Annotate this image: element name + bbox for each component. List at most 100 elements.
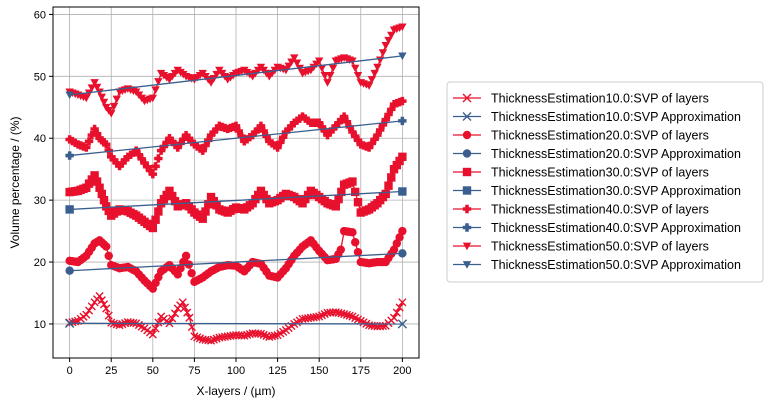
data-point bbox=[334, 194, 343, 204]
legend-label: ThicknessEstimation40.0:SVP of layers bbox=[491, 203, 709, 217]
y-tick-label: 30 bbox=[34, 195, 46, 207]
data-point bbox=[195, 144, 205, 153]
data-point bbox=[378, 120, 388, 130]
data-point bbox=[351, 238, 360, 247]
data-point bbox=[373, 130, 382, 140]
data-point bbox=[95, 292, 104, 301]
data-point bbox=[104, 206, 113, 216]
data-point bbox=[367, 139, 377, 148]
y-tick-label: 10 bbox=[34, 319, 46, 331]
data-point bbox=[276, 138, 285, 147]
data-point bbox=[337, 187, 346, 197]
data-point bbox=[256, 329, 266, 338]
series-line bbox=[69, 322, 403, 325]
data-point bbox=[115, 161, 124, 171]
data-point bbox=[82, 94, 91, 103]
data-point bbox=[298, 112, 307, 121]
y-tick-label: 50 bbox=[34, 71, 46, 83]
data-point bbox=[148, 94, 158, 103]
data-point bbox=[331, 121, 341, 131]
data-point bbox=[151, 86, 160, 94]
data-point bbox=[339, 112, 349, 121]
data-point bbox=[65, 205, 74, 214]
data-point bbox=[92, 83, 102, 92]
data-point bbox=[192, 142, 202, 151]
data-point bbox=[351, 64, 360, 73]
legend-marker bbox=[462, 242, 472, 251]
data-point bbox=[398, 187, 407, 196]
data-point bbox=[384, 110, 393, 119]
data-point bbox=[178, 298, 187, 307]
data-point bbox=[398, 52, 407, 61]
legend-item: ThicknessEstimation40.0:SVP of layers bbox=[453, 203, 709, 217]
series-10 bbox=[65, 52, 407, 100]
data-point bbox=[104, 251, 113, 261]
data-point bbox=[148, 169, 158, 179]
series-line bbox=[69, 190, 403, 211]
data-point bbox=[131, 146, 141, 155]
data-point bbox=[90, 171, 99, 180]
data-point bbox=[295, 114, 304, 123]
legend-item: ThicknessEstimation40.0:SVP Approximatio… bbox=[453, 221, 741, 235]
data-point bbox=[82, 143, 91, 152]
data-point bbox=[154, 207, 163, 216]
x-tick-label: 150 bbox=[310, 365, 328, 377]
data-point bbox=[95, 88, 104, 97]
y-tick-label: 20 bbox=[34, 257, 46, 269]
data-point bbox=[345, 311, 354, 320]
data-point bbox=[184, 134, 194, 143]
data-point bbox=[398, 298, 407, 307]
data-point bbox=[162, 138, 171, 147]
data-point bbox=[206, 336, 216, 345]
data-point bbox=[179, 135, 188, 144]
data-point bbox=[104, 311, 113, 320]
data-point bbox=[84, 306, 94, 315]
plot-area bbox=[64, 23, 408, 345]
data-point bbox=[95, 183, 104, 192]
data-point bbox=[112, 95, 121, 104]
data-point bbox=[331, 202, 341, 211]
data-point bbox=[84, 137, 94, 146]
data-point bbox=[398, 23, 407, 32]
data-point bbox=[168, 191, 177, 201]
data-point bbox=[87, 84, 97, 92]
data-point bbox=[256, 121, 266, 131]
data-point bbox=[370, 69, 379, 78]
data-point bbox=[65, 91, 74, 100]
data-point bbox=[398, 152, 407, 162]
x-tick-label: 100 bbox=[227, 365, 245, 377]
data-point bbox=[328, 64, 338, 73]
data-point bbox=[231, 121, 241, 131]
data-point bbox=[181, 251, 191, 261]
data-point bbox=[240, 137, 249, 146]
data-point bbox=[281, 127, 291, 137]
data-point bbox=[129, 148, 138, 157]
legend-label: ThicknessEstimation10.0:SVP of layers bbox=[491, 92, 709, 106]
data-point bbox=[273, 143, 282, 152]
data-point bbox=[151, 215, 160, 224]
legend-label: ThicknessEstimation10.0:SVP Approximatio… bbox=[491, 110, 741, 124]
data-point bbox=[292, 59, 302, 68]
data-point bbox=[387, 105, 396, 114]
legend-label: ThicknessEstimation50.0:SVP Approximatio… bbox=[491, 258, 741, 272]
legend-marker bbox=[462, 130, 472, 140]
data-point bbox=[120, 155, 130, 165]
legend-marker bbox=[462, 93, 472, 103]
data-point bbox=[334, 118, 343, 127]
data-point bbox=[398, 116, 407, 126]
data-point bbox=[267, 139, 277, 148]
legend-marker bbox=[462, 167, 472, 177]
data-point bbox=[170, 196, 180, 206]
data-point bbox=[123, 152, 133, 162]
data-point bbox=[154, 318, 163, 327]
data-point bbox=[95, 134, 104, 143]
data-point bbox=[337, 115, 346, 124]
data-point bbox=[367, 76, 377, 84]
data-point bbox=[180, 303, 190, 312]
data-point bbox=[265, 137, 274, 146]
data-point bbox=[168, 314, 177, 323]
data-point bbox=[284, 124, 293, 134]
x-tick-label: 25 bbox=[105, 365, 117, 377]
data-point bbox=[90, 79, 99, 87]
